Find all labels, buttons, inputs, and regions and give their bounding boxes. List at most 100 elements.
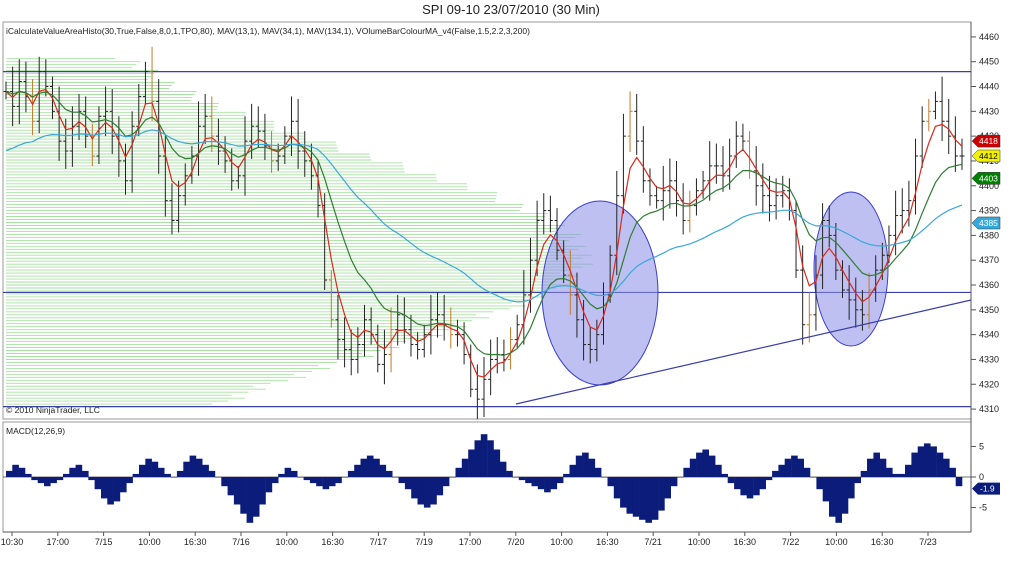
macd-bar — [436, 477, 444, 496]
macd-bar — [360, 458, 368, 477]
highlight-oval-1 — [541, 200, 659, 386]
macd-bar — [886, 467, 893, 477]
svg-text:4403: 4403 — [979, 173, 998, 183]
time-tick-label: 17:00 — [47, 537, 70, 547]
macd-bar — [943, 458, 950, 477]
macd-bar — [132, 473, 140, 477]
price-bar — [853, 277, 859, 328]
macd-bar — [221, 477, 228, 487]
macd-bar — [335, 477, 342, 484]
macd-bar — [227, 477, 235, 496]
price-tick-label: 4370 — [979, 255, 999, 265]
trend-line — [515, 299, 972, 405]
price-bar — [96, 106, 102, 164]
time-tick-label: 10:00 — [276, 537, 299, 547]
macd-bar — [892, 473, 899, 477]
macd-bar — [924, 443, 931, 477]
price-bar — [647, 168, 653, 206]
macd-bar — [392, 477, 399, 478]
macd-bar — [12, 464, 19, 477]
price-bar — [103, 86, 109, 137]
price-bar — [488, 339, 494, 396]
price-bar — [342, 317, 348, 368]
macd-bar — [537, 477, 545, 490]
price-bar — [574, 272, 580, 338]
macd-bar — [303, 477, 311, 481]
price-bar — [461, 322, 467, 365]
price-bar — [554, 208, 560, 261]
ma-line-3 — [5, 129, 963, 303]
macd-bar — [385, 470, 393, 477]
macd-bar — [898, 473, 906, 477]
price-bar — [76, 93, 82, 141]
macd-bar — [120, 477, 127, 493]
macd-bar — [607, 477, 615, 487]
macd-bar — [455, 467, 463, 477]
price-bar — [36, 56, 42, 134]
macd-bar — [550, 477, 558, 490]
macd-bar — [126, 477, 133, 484]
macd-bar — [791, 455, 798, 477]
macd-bar — [715, 464, 722, 477]
moving-averages — [5, 88, 963, 378]
price-bars — [3, 46, 965, 419]
macd-bar — [259, 477, 266, 505]
macd-tick-label: 5 — [979, 441, 984, 451]
macd-bar — [44, 477, 51, 487]
macd-bar — [797, 458, 804, 477]
macd-bar — [677, 477, 684, 478]
macd-bar — [284, 467, 292, 477]
time-tick-label: 16:30 — [596, 537, 619, 547]
macd-bar — [461, 458, 469, 477]
macd-bar — [689, 458, 697, 477]
price-bar — [594, 319, 600, 362]
macd-bar — [252, 477, 260, 517]
macd-bar — [670, 477, 678, 487]
price-bar — [269, 131, 275, 173]
price-bar — [886, 225, 892, 264]
macd-bar — [765, 477, 773, 481]
macd-bar — [442, 477, 450, 487]
price-bar — [899, 188, 905, 234]
price-bar — [176, 180, 182, 233]
macd-bar — [683, 467, 690, 477]
macd-bar — [56, 477, 64, 481]
price-bar — [667, 158, 673, 209]
macd-label: MACD(12,26,9) — [6, 426, 65, 436]
macd-bar — [639, 477, 646, 520]
price-bar — [919, 106, 925, 168]
price-tag: 4418 — [971, 134, 1001, 148]
macd-bar — [189, 455, 197, 477]
macd-last-value-tag: -1.9 — [972, 482, 1000, 495]
macd-bar — [544, 477, 551, 493]
time-tick-label: 7/17 — [370, 537, 388, 547]
macd-bar — [829, 477, 836, 517]
price-bar — [620, 113, 626, 214]
macd-bar — [373, 458, 380, 477]
price-bar — [129, 111, 135, 193]
price-tick-label: 4340 — [979, 330, 999, 340]
time-axis-ticks: 10:30 17:00 7/15 10:00 16:30 7/16 10:00 16:30 7/… — [1, 532, 937, 547]
macd-bar — [658, 477, 665, 511]
macd-bar — [157, 467, 165, 477]
macd-bar — [94, 477, 102, 490]
macd-axis-ticks: 5 0 -5 -1.9 — [971, 441, 1000, 513]
macd-bar — [594, 467, 602, 477]
macd-tick-label: 0 — [979, 472, 984, 482]
price-bar — [707, 141, 713, 201]
macd-histogram — [3, 434, 971, 523]
macd-bar — [379, 464, 387, 477]
price-bar — [295, 98, 301, 169]
copyright-label: © 2010 NinjaTrader, LLC — [6, 405, 100, 415]
price-tick-label: 4360 — [979, 280, 999, 290]
macd-bar — [37, 477, 45, 484]
svg-text:4385: 4385 — [979, 218, 998, 228]
price-tag: 4403 — [971, 172, 1001, 185]
macd-bar — [246, 477, 254, 523]
macd-bar — [512, 477, 520, 478]
macd-bar — [341, 477, 349, 478]
macd-bar — [740, 477, 747, 496]
macd-bar — [208, 470, 216, 477]
macd-bar — [50, 477, 57, 484]
macd-bar — [347, 470, 355, 477]
